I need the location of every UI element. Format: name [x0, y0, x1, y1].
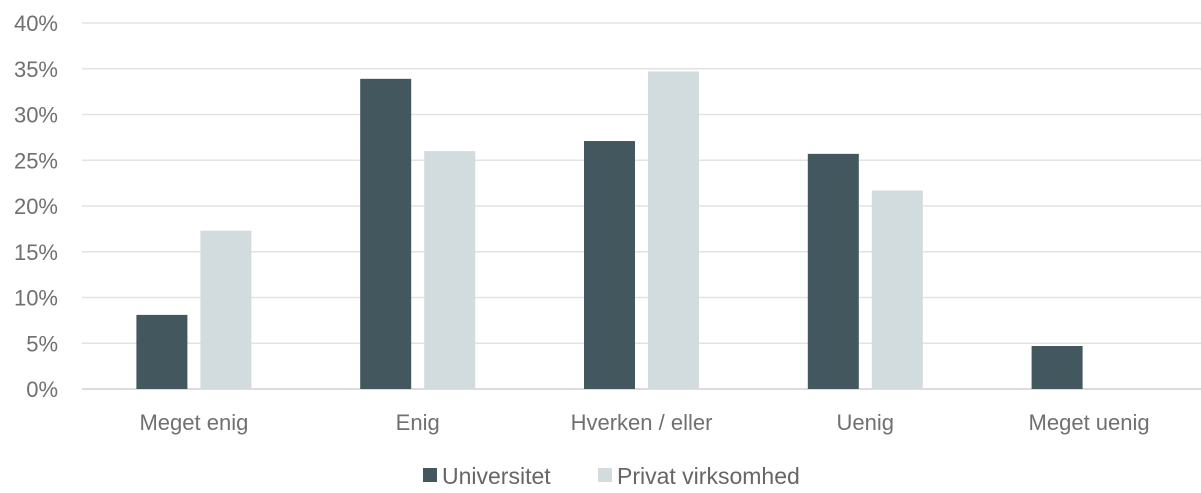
x-category-label: Meget enig	[139, 410, 248, 435]
legend: Universitet Privat virksomhed	[423, 463, 800, 489]
y-tick-label: 5%	[26, 331, 58, 356]
bar-universitet	[136, 314, 188, 389]
bar-universitet	[360, 78, 412, 389]
x-category-label: Meget uenig	[1029, 410, 1150, 435]
y-tick-label: 25%	[14, 148, 58, 173]
legend-swatch	[423, 468, 437, 482]
bars	[136, 71, 1083, 390]
legend-item-universitet: Universitet	[423, 463, 551, 489]
bar-privat-virksomhed	[648, 71, 699, 390]
y-tick-label: 0%	[26, 377, 58, 402]
y-tick-label: 35%	[14, 57, 58, 82]
y-tick-label: 40%	[14, 11, 58, 36]
x-axis-categories: Meget enig Enig Hverken / eller Uenig Meget …	[139, 410, 1149, 435]
bar-universitet	[1031, 345, 1083, 389]
legend-label: Privat virksomhed	[617, 463, 800, 488]
bar-universitet	[584, 141, 635, 389]
legend-label: Universitet	[442, 463, 551, 488]
bar-privat-virksomhed	[424, 151, 476, 389]
gridlines	[82, 22, 1201, 390]
legend-swatch	[598, 468, 612, 482]
bar-privat-virksomhed	[200, 230, 252, 389]
y-tick-label: 10%	[14, 286, 58, 311]
x-category-label: Uenig	[837, 410, 894, 435]
y-axis-ticks: 0% 5% 10% 15% 20% 25% 30% 35% 40%	[14, 11, 58, 402]
bar-privat-virksomhed	[871, 190, 923, 389]
bar-universitet	[807, 153, 859, 389]
y-tick-label: 20%	[14, 194, 58, 219]
x-category-label: Hverken / eller	[571, 410, 713, 435]
y-tick-label: 15%	[14, 240, 58, 265]
y-tick-label: 30%	[14, 103, 58, 128]
legend-item-privat-virksomhed: Privat virksomhed	[598, 463, 800, 489]
x-category-label: Enig	[396, 410, 440, 435]
